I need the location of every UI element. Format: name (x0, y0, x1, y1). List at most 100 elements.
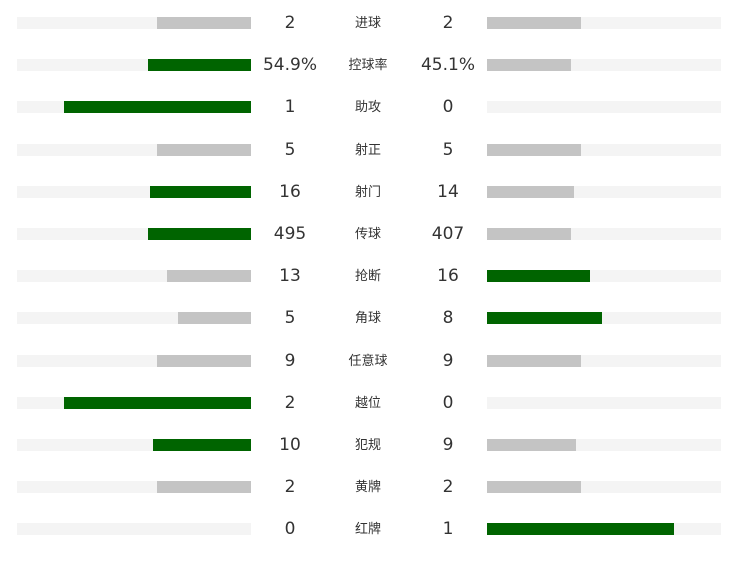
away-bar-track (487, 481, 721, 494)
away-bar-track (487, 185, 721, 198)
stat-label: 射正 (354, 142, 381, 158)
home-bar (157, 354, 251, 367)
home-bar (157, 17, 251, 29)
away-bar (487, 143, 581, 156)
away-bar-track (487, 439, 721, 451)
stat-label: 控球率 (348, 58, 388, 74)
stat-label: 射门 (354, 184, 381, 200)
away-bar (487, 354, 581, 367)
stat-label: 进球 (354, 16, 381, 31)
stat-row: 1 助攻 0 (0, 86, 741, 128)
away-value: 2 (442, 13, 454, 33)
home-value: 16 (279, 181, 301, 202)
home-bar-track (17, 312, 251, 325)
away-value: 407 (431, 224, 465, 244)
stat-label: 红牌 (354, 522, 381, 538)
home-bar (153, 439, 251, 451)
home-value: 1 (284, 97, 296, 118)
stat-row: 16 射门 14 (0, 171, 741, 213)
home-bar-track (17, 17, 251, 29)
home-value: 5 (284, 139, 296, 160)
stat-label: 黄牌 (354, 480, 381, 496)
stat-row: 0 红牌 1 (0, 508, 741, 550)
home-value: 495 (273, 224, 307, 244)
home-bar-track (17, 396, 251, 409)
home-bar (148, 228, 251, 240)
home-bar (64, 396, 251, 409)
home-value: 10 (279, 435, 301, 455)
stat-label: 犯规 (354, 438, 381, 453)
stat-row: 5 角球 8 (0, 297, 741, 339)
stat-label: 越位 (354, 395, 381, 411)
home-bar-track (17, 523, 251, 536)
away-value: 0 (442, 97, 454, 118)
home-value: 5 (284, 308, 296, 329)
away-bar-track (487, 396, 721, 409)
stat-row: 2 黄牌 2 (0, 466, 741, 508)
stat-row: 5 射正 5 (0, 129, 741, 171)
home-bar (148, 59, 251, 72)
away-value: 0 (442, 392, 454, 413)
away-bar-track (487, 228, 721, 240)
stat-label: 任意球 (348, 353, 388, 369)
stat-row: 10 犯规 9 (0, 424, 741, 466)
away-bar (487, 523, 674, 536)
away-bar (487, 481, 581, 494)
stat-label: 助攻 (354, 100, 381, 116)
stat-row: 9 任意球 9 (0, 340, 741, 382)
away-value: 1 (442, 519, 454, 540)
away-bar-track (487, 17, 721, 29)
home-bar (167, 270, 251, 283)
home-bar-track (17, 101, 251, 114)
stat-row: 2 进球 2 (0, 2, 741, 44)
home-bar-track (17, 481, 251, 494)
away-bar (487, 185, 574, 198)
away-bar (487, 17, 581, 29)
home-value: 2 (284, 477, 296, 498)
away-value: 16 (437, 266, 459, 287)
away-bar-track (487, 59, 721, 72)
stat-label: 抢断 (354, 269, 381, 285)
away-value: 2 (442, 477, 454, 498)
away-bar (487, 270, 590, 283)
away-bar (487, 228, 571, 240)
stat-row: 54.9% 控球率 45.1% (0, 44, 741, 86)
away-bar-track (487, 101, 721, 114)
stat-row: 495 传球 407 (0, 213, 741, 255)
home-bar (178, 312, 251, 325)
home-bar-track (17, 228, 251, 240)
stat-row: 2 越位 0 (0, 382, 741, 424)
stat-row: 13 抢断 16 (0, 255, 741, 297)
away-value: 9 (442, 435, 454, 455)
home-bar (157, 481, 251, 494)
away-bar-track (487, 523, 721, 536)
home-bar-track (17, 270, 251, 283)
away-bar-track (487, 312, 721, 325)
away-value: 9 (442, 350, 454, 371)
home-bar-track (17, 59, 251, 72)
home-bar (157, 143, 251, 156)
home-bar-track (17, 185, 251, 198)
stat-label: 角球 (354, 311, 381, 327)
home-bar-track (17, 354, 251, 367)
home-value: 9 (284, 350, 296, 371)
home-value: 54.9% (262, 55, 317, 76)
home-value: 0 (284, 519, 296, 540)
home-bar-track (17, 143, 251, 156)
away-value: 14 (437, 181, 459, 202)
away-value: 5 (442, 139, 454, 160)
away-value: 45.1% (420, 55, 475, 76)
away-bar (487, 312, 602, 325)
away-bar-track (487, 354, 721, 367)
home-value: 2 (284, 392, 296, 413)
home-value: 13 (279, 266, 301, 287)
away-value: 8 (442, 308, 454, 329)
away-bar-track (487, 143, 721, 156)
home-bar-track (17, 439, 251, 451)
away-bar-track (487, 270, 721, 283)
stat-label: 传球 (354, 227, 381, 242)
away-bar (487, 59, 571, 72)
home-bar (150, 185, 251, 198)
home-value: 2 (284, 13, 296, 33)
